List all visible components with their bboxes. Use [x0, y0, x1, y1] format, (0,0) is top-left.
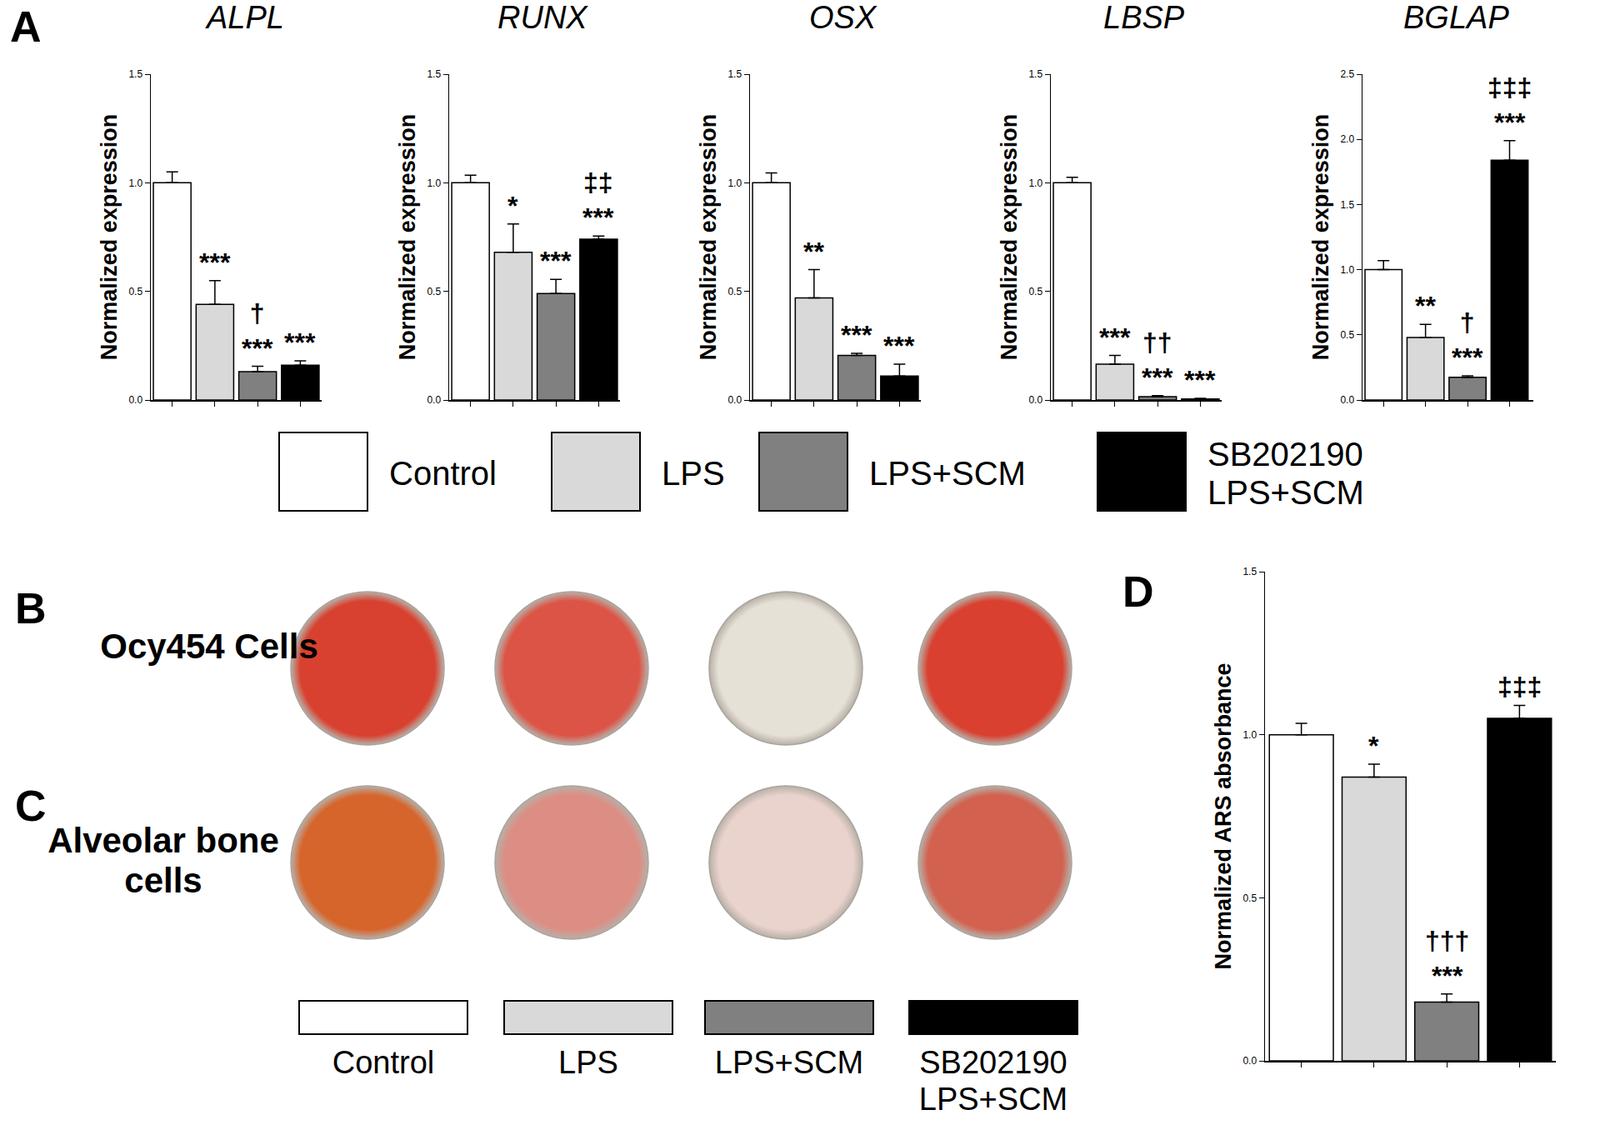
html-text:Ocy454 Cells: Ocy454 Cells	[100, 626, 319, 666]
svg-text:1.5: 1.5	[1242, 565, 1257, 578]
svg-text:1.0: 1.0	[1028, 177, 1043, 190]
svg-text:0.5: 0.5	[1242, 892, 1257, 905]
html-text:A: A	[10, 2, 42, 51]
html-text:SB202190 LPS+SCM: SB202190 LPS+SCM	[919, 1045, 1068, 1117]
svg-text:LBSP: LBSP	[1103, 0, 1185, 35]
svg-text:0.5: 0.5	[1028, 285, 1043, 298]
svg-text:Normalized expression: Normalized expression	[1308, 114, 1334, 361]
html-text:LPS: LPS	[661, 455, 725, 492]
html-text:LPS+SCM: LPS+SCM	[714, 1045, 864, 1080]
svg-text:1.5: 1.5	[426, 68, 441, 80]
svg-text:BGLAP: BGLAP	[1403, 0, 1510, 35]
svg-text:1.0: 1.0	[1242, 729, 1257, 741]
svg-text:*: *	[507, 190, 519, 221]
svg-text:††***: ††***	[1141, 327, 1174, 393]
svg-text:1.5: 1.5	[128, 68, 143, 80]
svg-text:0.5: 0.5	[128, 285, 143, 298]
svg-text:2.5: 2.5	[1340, 68, 1355, 80]
svg-text:***: ***	[840, 320, 873, 350]
svg-text:0.5: 0.5	[1340, 329, 1355, 341]
svg-text:†††***: †††***	[1425, 925, 1470, 991]
svg-text:OSX: OSX	[809, 0, 878, 35]
svg-text:***: ***	[1184, 365, 1216, 395]
html-text:SB202190 LPS+SCM: SB202190 LPS+SCM	[1207, 435, 1365, 511]
svg-text:‡‡***: ‡‡***	[582, 167, 615, 233]
svg-text:***: ***	[883, 330, 915, 361]
svg-text:0.5: 0.5	[727, 285, 742, 298]
svg-text:***: ***	[199, 247, 231, 278]
html-text:LPS+SCM: LPS+SCM	[869, 455, 1026, 492]
svg-text:***: ***	[284, 327, 316, 358]
html-text:LPS: LPS	[558, 1045, 619, 1080]
svg-text:Normalized expression: Normalized expression	[695, 114, 721, 361]
svg-text:1.5: 1.5	[1028, 68, 1043, 80]
html-text:C: C	[15, 781, 47, 830]
svg-text:1.0: 1.0	[727, 177, 742, 190]
svg-text:0.0: 0.0	[1242, 1055, 1257, 1067]
svg-text:Normalized ARS absorbance: Normalized ARS absorbance	[1210, 662, 1236, 970]
svg-text:***: ***	[540, 245, 572, 276]
svg-text:0.0: 0.0	[426, 394, 441, 406]
svg-text:‡‡‡: ‡‡‡	[1497, 671, 1542, 702]
html-text:D: D	[1122, 567, 1154, 616]
svg-text:***: ***	[1099, 322, 1131, 353]
svg-text:ALPL: ALPL	[205, 0, 285, 35]
svg-text:Normalized expression: Normalized expression	[395, 114, 420, 361]
svg-text:**: **	[803, 236, 825, 267]
svg-text:RUNX: RUNX	[497, 0, 589, 35]
svg-text:0.0: 0.0	[128, 394, 143, 406]
svg-text:0.0: 0.0	[727, 394, 742, 406]
svg-text:†***: †***	[1451, 307, 1484, 373]
svg-text:*: *	[1368, 730, 1380, 761]
html-text:Control: Control	[332, 1045, 435, 1080]
html-text:B: B	[15, 584, 47, 633]
svg-text:Normalized expression: Normalized expression	[96, 114, 122, 361]
svg-text:1.0: 1.0	[128, 177, 143, 190]
svg-text:0.0: 0.0	[1340, 394, 1355, 406]
svg-text:1.0: 1.0	[426, 177, 441, 190]
svg-text:0.0: 0.0	[1028, 394, 1043, 406]
svg-text:2.0: 2.0	[1340, 133, 1355, 145]
svg-text:**: **	[1415, 290, 1436, 321]
svg-text:1.5: 1.5	[727, 68, 742, 80]
svg-text:†***: †***	[241, 298, 274, 364]
html-text:Control: Control	[389, 455, 497, 492]
html-text:Alveolar bone cells: Alveolar bone cells	[47, 820, 280, 901]
svg-text:0.5: 0.5	[426, 285, 441, 298]
svg-text:Normalized expression: Normalized expression	[996, 114, 1022, 361]
svg-text:‡‡‡***: ‡‡‡***	[1487, 72, 1532, 138]
svg-text:1.5: 1.5	[1340, 199, 1355, 211]
svg-text:1.0: 1.0	[1340, 264, 1355, 276]
